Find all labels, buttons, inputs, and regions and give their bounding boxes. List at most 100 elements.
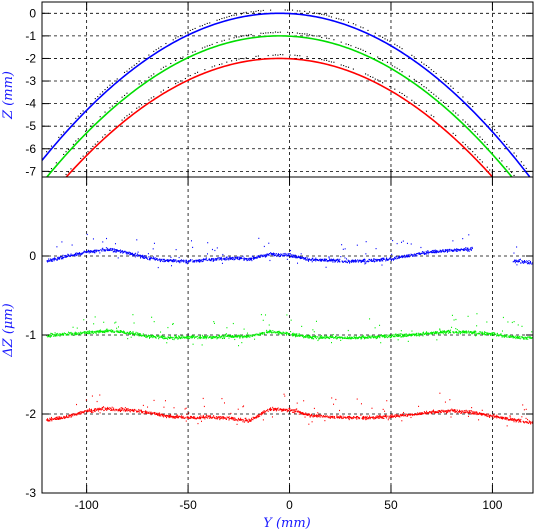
- residual-point: [401, 420, 403, 422]
- residual-point: [67, 416, 69, 419]
- residual-point: [461, 331, 463, 333]
- residual-point: [360, 338, 362, 340]
- residual-point: [127, 251, 129, 253]
- residual-point: [434, 252, 436, 254]
- residual-point: [321, 259, 323, 261]
- residual-point: [152, 335, 154, 337]
- residual-point: [505, 418, 507, 420]
- residual-point: [320, 336, 322, 338]
- residual-point: [109, 249, 111, 251]
- measured-point: [77, 138, 79, 140]
- residual-point: [462, 249, 464, 251]
- measured-point: [326, 37, 328, 39]
- residual-point: [124, 410, 126, 412]
- measured-point: [48, 194, 49, 195]
- residual-point: [170, 416, 172, 418]
- residual-point: [237, 256, 239, 258]
- residual-point: [80, 334, 82, 336]
- residual-point: [293, 256, 295, 258]
- residual-point: [180, 335, 182, 337]
- residual-point: [162, 336, 164, 338]
- residual-point: [461, 330, 463, 333]
- residual-point: [160, 335, 162, 337]
- residual-point: [419, 334, 421, 336]
- residual-point: [231, 335, 233, 338]
- residual-point: [348, 337, 350, 339]
- residual-point: [424, 252, 426, 254]
- residual-point: [266, 254, 268, 256]
- measured-point: [472, 151, 474, 153]
- residual-point: [281, 333, 283, 335]
- residual-point: [468, 332, 470, 334]
- y-tick-label: -2: [25, 51, 36, 65]
- measured-point: [433, 70, 435, 73]
- residual-point: [203, 416, 205, 418]
- residual-point: [458, 409, 460, 411]
- residual-point: [498, 416, 500, 418]
- residual-point: [323, 415, 325, 418]
- measured-point: [248, 34, 250, 36]
- residual-point: [397, 415, 399, 417]
- residual-point: [339, 417, 341, 419]
- residual-point: [112, 409, 114, 412]
- residual-point: [139, 333, 141, 335]
- residual-point: [426, 332, 428, 334]
- residual-point: [105, 409, 107, 411]
- residual-point: [115, 250, 117, 252]
- residual-point: [145, 334, 147, 336]
- measured-point: [153, 96, 155, 98]
- residual-point: [186, 263, 188, 265]
- residual-point: [47, 420, 49, 422]
- residual-point: [406, 242, 408, 245]
- residual-point: [372, 335, 374, 337]
- residual-point: [288, 333, 290, 335]
- residual-point: [120, 251, 122, 253]
- residual-point: [87, 410, 89, 413]
- residual-point: [203, 337, 205, 339]
- measured-point: [299, 55, 301, 57]
- residual-point: [264, 412, 266, 414]
- residual-point: [379, 260, 381, 262]
- residual-point: [297, 411, 299, 413]
- residual-point: [378, 259, 380, 262]
- residual-point: [68, 254, 70, 256]
- residual-point: [60, 258, 62, 260]
- residual-point: [182, 416, 184, 418]
- residual-point: [531, 263, 533, 265]
- residual-point: [176, 414, 178, 416]
- residual-point: [320, 258, 322, 260]
- residual-point: [215, 416, 217, 418]
- residual-point: [266, 253, 268, 255]
- residual-point: [382, 336, 384, 338]
- residual-point: [395, 415, 397, 418]
- residual-point: [457, 250, 459, 252]
- measured-point: [464, 144, 466, 146]
- residual-point: [189, 415, 191, 418]
- residual-point: [352, 337, 354, 339]
- residual-point: [201, 334, 203, 336]
- residual-point: [95, 332, 97, 335]
- measured-point: [423, 63, 425, 65]
- residual-point: [56, 333, 58, 335]
- residual-point: [459, 410, 461, 412]
- residual-point: [100, 409, 102, 411]
- residual-point: [432, 252, 434, 254]
- residual-point: [204, 258, 206, 260]
- residual-point: [286, 334, 288, 336]
- residual-point: [477, 332, 479, 334]
- residual-point: [228, 258, 230, 260]
- residual-point: [341, 244, 343, 246]
- residual-point: [329, 260, 331, 262]
- residual-point: [144, 411, 146, 413]
- residual-point: [454, 248, 456, 250]
- residual-point: [416, 335, 418, 337]
- residual-point: [76, 253, 78, 255]
- residual-point: [139, 333, 141, 336]
- residual-point: [64, 255, 66, 257]
- residual-point: [440, 250, 442, 252]
- residual-point: [328, 259, 330, 262]
- residual-point: [98, 408, 100, 410]
- measured-point: [508, 168, 510, 170]
- residual-point: [234, 417, 236, 419]
- residual-point: [383, 334, 385, 336]
